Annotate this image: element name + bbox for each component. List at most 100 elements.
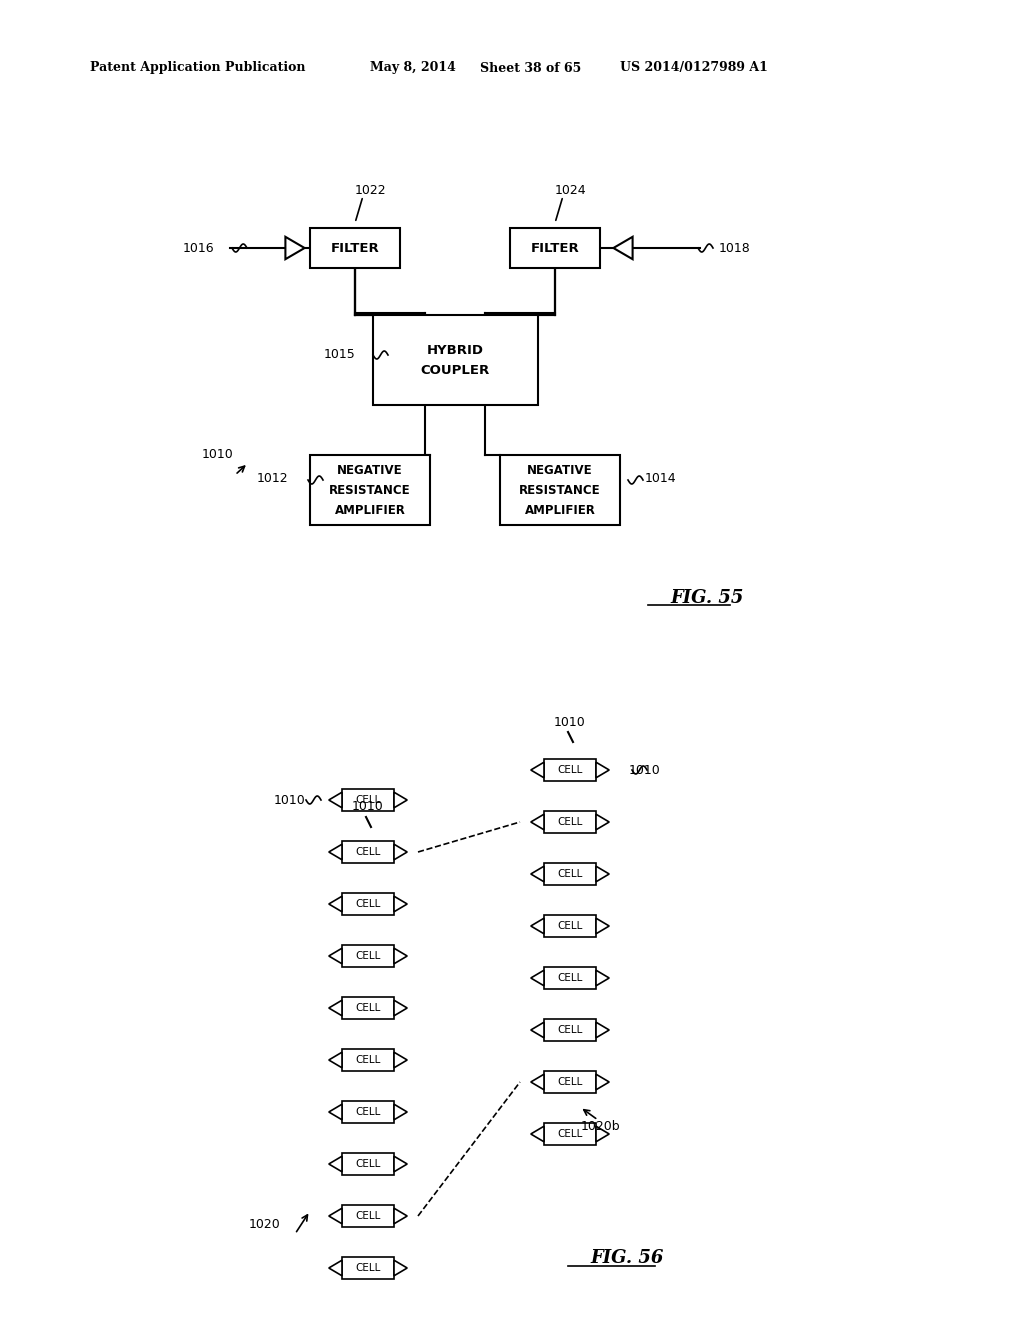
Polygon shape (329, 1208, 342, 1224)
Text: 1014: 1014 (644, 471, 676, 484)
Text: FIG. 56: FIG. 56 (590, 1249, 664, 1267)
Text: CELL: CELL (355, 899, 381, 909)
Text: CELL: CELL (355, 847, 381, 857)
Text: 1022: 1022 (354, 183, 386, 197)
Polygon shape (596, 814, 609, 830)
Text: CELL: CELL (355, 1003, 381, 1012)
Text: CELL: CELL (355, 795, 381, 805)
Polygon shape (530, 1074, 544, 1090)
Polygon shape (596, 919, 609, 933)
Bar (310, 455, 430, 525)
Polygon shape (329, 1052, 342, 1068)
Bar (342, 841, 394, 863)
Polygon shape (530, 1022, 544, 1038)
Polygon shape (596, 970, 609, 986)
Text: CELL: CELL (355, 1263, 381, 1272)
Text: May 8, 2014: May 8, 2014 (370, 62, 456, 74)
Bar (544, 1071, 596, 1093)
Text: CELL: CELL (355, 1159, 381, 1170)
Polygon shape (596, 1126, 609, 1142)
Text: 1012: 1012 (256, 471, 288, 484)
Bar (342, 997, 394, 1019)
Polygon shape (329, 948, 342, 964)
Text: NEGATIVE: NEGATIVE (527, 463, 593, 477)
Polygon shape (329, 1261, 342, 1276)
Text: FIG. 55: FIG. 55 (670, 589, 743, 607)
Bar (342, 1101, 394, 1123)
Bar (342, 1049, 394, 1071)
Text: 1018: 1018 (719, 242, 751, 255)
Text: RESISTANCE: RESISTANCE (519, 483, 601, 496)
Polygon shape (329, 896, 342, 912)
Bar (342, 945, 394, 968)
Text: RESISTANCE: RESISTANCE (329, 483, 411, 496)
Text: 1020b: 1020b (581, 1121, 620, 1134)
Bar (342, 1152, 394, 1175)
Text: 1010: 1010 (202, 449, 233, 462)
Polygon shape (530, 1126, 544, 1142)
Polygon shape (596, 1074, 609, 1090)
Text: AMPLIFIER: AMPLIFIER (524, 503, 595, 516)
Bar (544, 810, 596, 833)
Bar (373, 315, 538, 405)
Text: 1010: 1010 (554, 715, 586, 729)
Polygon shape (329, 1105, 342, 1119)
Bar (544, 1123, 596, 1144)
Polygon shape (329, 1001, 342, 1016)
Polygon shape (394, 948, 408, 964)
Bar (544, 759, 596, 781)
Bar (510, 228, 600, 268)
Text: 1024: 1024 (554, 183, 586, 197)
Polygon shape (394, 792, 408, 808)
Text: Sheet 38 of 65: Sheet 38 of 65 (480, 62, 582, 74)
Bar (544, 915, 596, 937)
Polygon shape (613, 236, 633, 259)
Polygon shape (530, 919, 544, 933)
Bar (342, 894, 394, 915)
Text: CELL: CELL (557, 817, 583, 828)
Text: 1010: 1010 (352, 800, 384, 813)
Text: CELL: CELL (557, 1026, 583, 1035)
Text: 1015: 1015 (325, 348, 356, 362)
Polygon shape (530, 814, 544, 830)
Polygon shape (596, 762, 609, 777)
Text: CELL: CELL (557, 766, 583, 775)
Polygon shape (394, 1052, 408, 1068)
Text: 1010: 1010 (274, 793, 306, 807)
Text: CELL: CELL (557, 1129, 583, 1139)
Polygon shape (394, 845, 408, 859)
Text: 1016: 1016 (182, 242, 214, 255)
Text: CELL: CELL (557, 921, 583, 931)
Polygon shape (329, 845, 342, 859)
Text: FILTER: FILTER (331, 242, 379, 255)
Polygon shape (394, 1261, 408, 1276)
Text: CELL: CELL (557, 869, 583, 879)
Text: 1020: 1020 (249, 1217, 281, 1230)
Bar (544, 1019, 596, 1041)
Polygon shape (530, 970, 544, 986)
Text: CELL: CELL (557, 973, 583, 983)
Polygon shape (286, 236, 304, 259)
Text: Patent Application Publication: Patent Application Publication (90, 62, 305, 74)
Text: NEGATIVE: NEGATIVE (337, 463, 402, 477)
Bar (310, 228, 400, 268)
Polygon shape (394, 1208, 408, 1224)
Bar (544, 863, 596, 884)
Text: CELL: CELL (355, 950, 381, 961)
Polygon shape (394, 1001, 408, 1016)
Polygon shape (596, 866, 609, 882)
Text: FILTER: FILTER (530, 242, 580, 255)
Text: CELL: CELL (355, 1210, 381, 1221)
Bar (342, 789, 394, 810)
Text: 1010: 1010 (629, 763, 660, 776)
Polygon shape (329, 1156, 342, 1172)
Polygon shape (329, 792, 342, 808)
Text: CELL: CELL (355, 1055, 381, 1065)
Bar (342, 1257, 394, 1279)
Text: CELL: CELL (557, 1077, 583, 1086)
Polygon shape (394, 1105, 408, 1119)
Bar (544, 968, 596, 989)
Text: COUPLER: COUPLER (421, 363, 489, 376)
Text: US 2014/0127989 A1: US 2014/0127989 A1 (620, 62, 768, 74)
Bar (342, 1205, 394, 1228)
